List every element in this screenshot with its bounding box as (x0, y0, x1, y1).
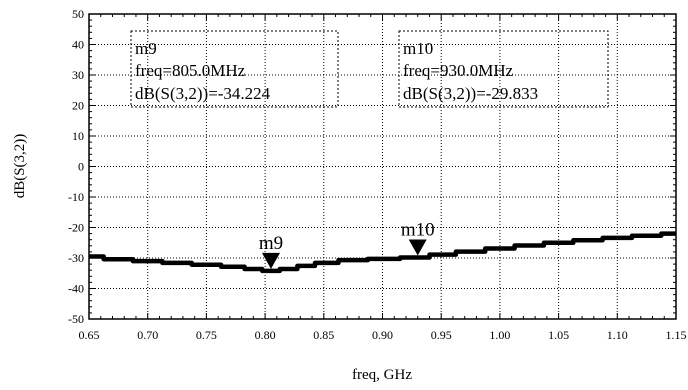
x-axis-label: freq, GHz (352, 367, 412, 383)
x-tick-label: 0.90 (372, 328, 393, 342)
y-tick-label: -40 (68, 282, 84, 296)
marker-readout-m10: m10 freq=930.0MHz dB(S(3,2))=-29.833 (398, 30, 609, 108)
y-tick-label: 20 (72, 99, 84, 113)
readout-m9-value: dB(S(3,2))=-34.224 (135, 84, 271, 103)
x-tick-label: 1.15 (666, 328, 687, 342)
x-tick-label: 0.85 (313, 328, 334, 342)
y-tick-label: 30 (72, 68, 84, 82)
readout-m10-value: dB(S(3,2))=-29.833 (403, 84, 538, 103)
y-tick-label: 10 (72, 129, 84, 143)
y-tick-label: -10 (68, 190, 84, 204)
y-tick-label: -20 (68, 221, 84, 235)
y-tick-label: 40 (72, 38, 84, 52)
y-tick-label: -50 (68, 312, 84, 326)
x-tick-label: 1.10 (607, 328, 628, 342)
grid (89, 14, 676, 319)
marker-triangle-m9 (261, 252, 280, 269)
marker-label-m10: m10 (401, 219, 435, 240)
ticks (88, 13, 677, 320)
y-tick-label: 50 (72, 7, 84, 21)
x-tick-label: 0.95 (431, 328, 452, 342)
x-tick-label: 0.80 (255, 328, 276, 342)
readout-m9-name: m9 (135, 39, 157, 58)
series-line-dB-S32 (89, 231, 676, 274)
y-tick-label: -30 (68, 251, 84, 265)
x-tick-label: 0.70 (137, 328, 158, 342)
y-tick-label: 0 (78, 160, 84, 174)
tick-labels: 0.65 0.70 0.75 0.80 0.85 0.90 0.95 1.00 1.05 1.10… (68, 7, 687, 342)
readout-m9-freq: freq=805.0MHz (135, 61, 246, 80)
x-tick-label: 1.00 (489, 328, 510, 342)
readout-m10-name: m10 (403, 39, 433, 58)
markers: m9 m10 (259, 219, 435, 269)
y-axis-label: dB(S(3,2)) (12, 134, 28, 199)
marker-triangle-m10 (408, 239, 427, 256)
x-tick-label: 0.75 (196, 328, 217, 342)
x-tick-label: 0.65 (79, 328, 100, 342)
x-tick-label: 1.05 (548, 328, 569, 342)
marker-label-m9: m9 (259, 233, 283, 254)
marker-readout-m9: m9 freq=805.0MHz dB(S(3,2))=-34.224 (130, 30, 339, 108)
readout-m10-freq: freq=930.0MHz (403, 61, 514, 80)
